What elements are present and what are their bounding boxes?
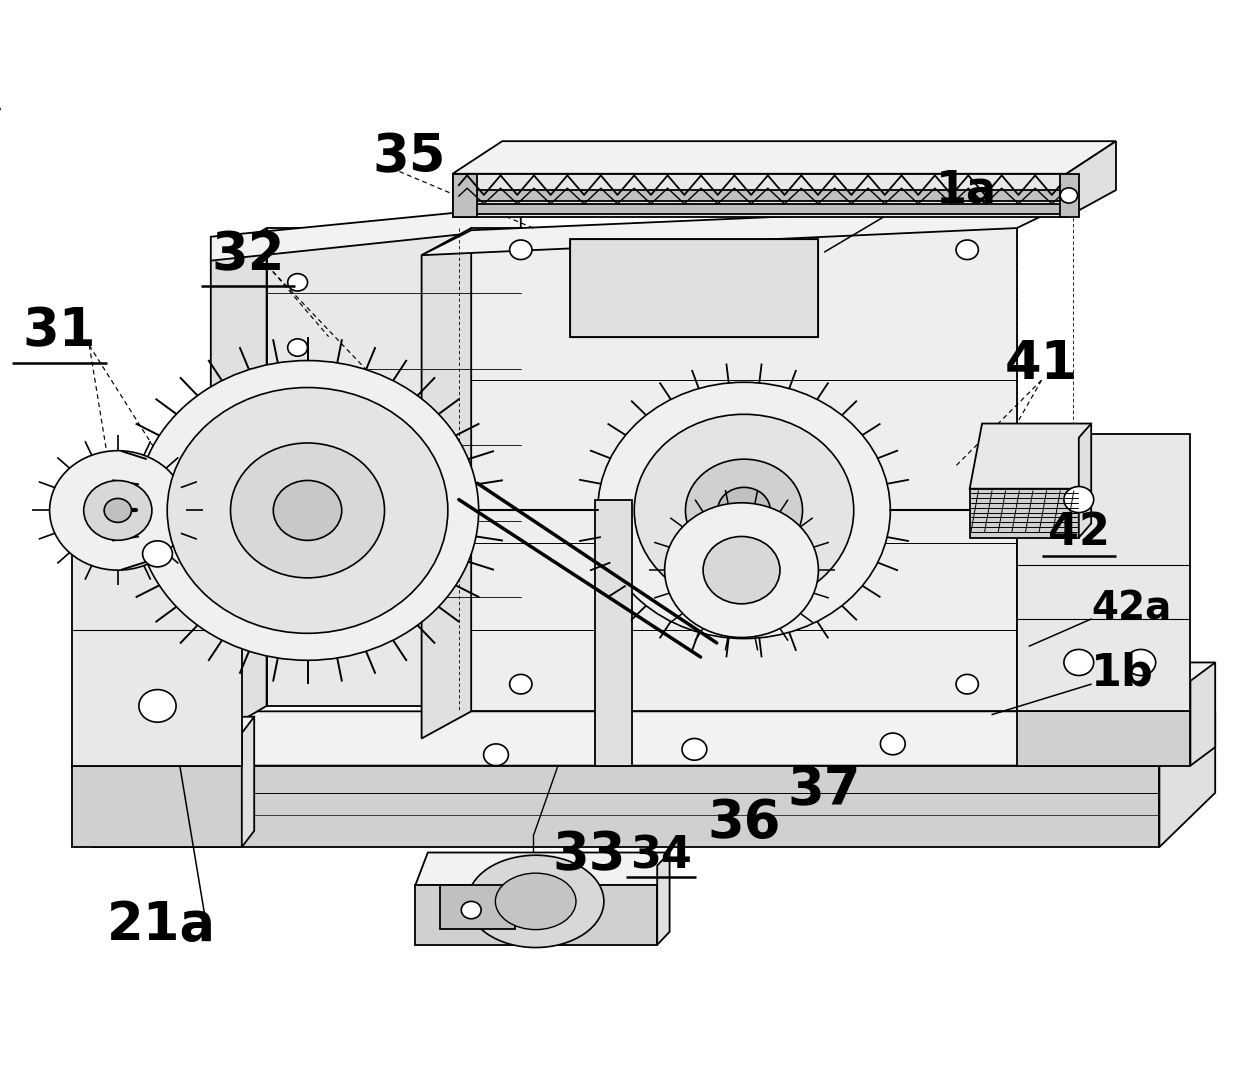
Text: 34: 34 — [630, 834, 692, 877]
Polygon shape — [267, 228, 521, 706]
Polygon shape — [453, 141, 1116, 174]
Circle shape — [1060, 188, 1078, 203]
Text: 37: 37 — [787, 765, 862, 817]
Polygon shape — [211, 228, 267, 738]
Text: 21a: 21a — [107, 899, 216, 951]
Polygon shape — [1079, 424, 1091, 538]
Text: 32: 32 — [211, 229, 285, 281]
Text: 36: 36 — [707, 797, 781, 849]
Circle shape — [510, 674, 532, 694]
Circle shape — [686, 459, 802, 561]
Text: 41: 41 — [1004, 338, 1079, 390]
Polygon shape — [657, 853, 670, 945]
Text: 42: 42 — [1048, 510, 1110, 554]
Text: 42a: 42a — [1091, 590, 1172, 627]
Polygon shape — [453, 174, 477, 217]
Circle shape — [136, 361, 479, 660]
Circle shape — [288, 339, 308, 356]
Polygon shape — [72, 478, 242, 766]
Circle shape — [1126, 649, 1156, 675]
Polygon shape — [440, 885, 515, 929]
Circle shape — [288, 404, 308, 421]
Circle shape — [956, 674, 978, 694]
Circle shape — [956, 240, 978, 260]
Circle shape — [231, 443, 384, 578]
Polygon shape — [72, 766, 242, 847]
Polygon shape — [93, 711, 1215, 766]
Polygon shape — [1017, 434, 1190, 711]
Circle shape — [1029, 722, 1054, 744]
Circle shape — [598, 382, 890, 639]
Circle shape — [139, 690, 176, 722]
Text: 1b: 1b — [1091, 652, 1154, 695]
Circle shape — [510, 240, 532, 260]
Polygon shape — [570, 239, 818, 337]
Polygon shape — [1066, 141, 1116, 217]
Polygon shape — [242, 717, 254, 847]
Polygon shape — [93, 766, 1159, 847]
Circle shape — [143, 541, 172, 567]
Circle shape — [682, 738, 707, 760]
Circle shape — [288, 274, 308, 291]
Polygon shape — [471, 228, 1017, 711]
Polygon shape — [422, 204, 1066, 255]
Ellipse shape — [467, 856, 604, 947]
Circle shape — [273, 480, 342, 541]
Text: 1a: 1a — [936, 168, 997, 212]
Circle shape — [167, 388, 448, 633]
Circle shape — [50, 451, 186, 570]
Polygon shape — [422, 228, 471, 738]
Text: 33: 33 — [552, 830, 626, 882]
Polygon shape — [415, 853, 670, 885]
Circle shape — [461, 901, 481, 919]
Polygon shape — [970, 489, 1079, 538]
Circle shape — [1064, 487, 1094, 513]
Circle shape — [83, 480, 151, 541]
Polygon shape — [595, 500, 632, 766]
Circle shape — [634, 415, 853, 606]
Circle shape — [1064, 649, 1094, 675]
Circle shape — [703, 536, 780, 604]
Polygon shape — [453, 190, 1066, 201]
Circle shape — [718, 488, 770, 533]
Circle shape — [665, 503, 818, 637]
Circle shape — [484, 744, 508, 766]
Polygon shape — [72, 717, 254, 766]
Polygon shape — [1060, 174, 1079, 217]
Polygon shape — [970, 424, 1091, 489]
Circle shape — [1116, 717, 1141, 738]
Ellipse shape — [495, 873, 575, 930]
Circle shape — [880, 733, 905, 755]
Polygon shape — [453, 174, 1066, 217]
Polygon shape — [1190, 662, 1215, 766]
Polygon shape — [1017, 662, 1215, 711]
Circle shape — [104, 498, 131, 522]
Text: 35: 35 — [372, 131, 446, 184]
Text: 31: 31 — [22, 305, 97, 357]
Polygon shape — [1017, 711, 1190, 766]
Polygon shape — [211, 206, 521, 261]
Polygon shape — [415, 885, 657, 945]
Polygon shape — [453, 204, 1066, 214]
Polygon shape — [1159, 711, 1215, 847]
